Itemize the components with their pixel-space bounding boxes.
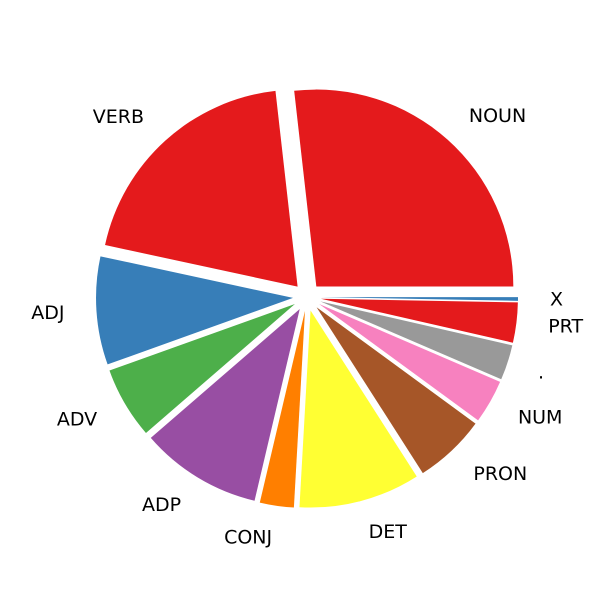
slice-conj [259,310,305,508]
label-x: X [550,288,563,310]
label-noun: NOUN [469,105,526,127]
label-adp: ADP [142,494,181,516]
label-adv: ADV [57,409,97,431]
slice-verb [105,90,298,287]
label-num: NUM [518,407,563,429]
slice-det [299,310,417,508]
slice-adj [96,256,294,365]
slice-noun [294,89,514,287]
label-verb: VERB [93,106,144,128]
slice-adv [109,304,295,433]
slice-x [321,297,518,301]
label-adj: ADJ [31,302,64,324]
label-prt: PRT [548,316,583,338]
slice-num [319,303,501,421]
slice-pron [316,307,476,474]
slice-punct [320,301,513,380]
slice-adp [150,308,300,501]
label-punct: . [538,362,544,384]
slice-prt [320,298,518,343]
label-pron: PRON [473,463,527,485]
label-conj: CONJ [224,526,272,548]
label-det: DET [369,521,408,543]
